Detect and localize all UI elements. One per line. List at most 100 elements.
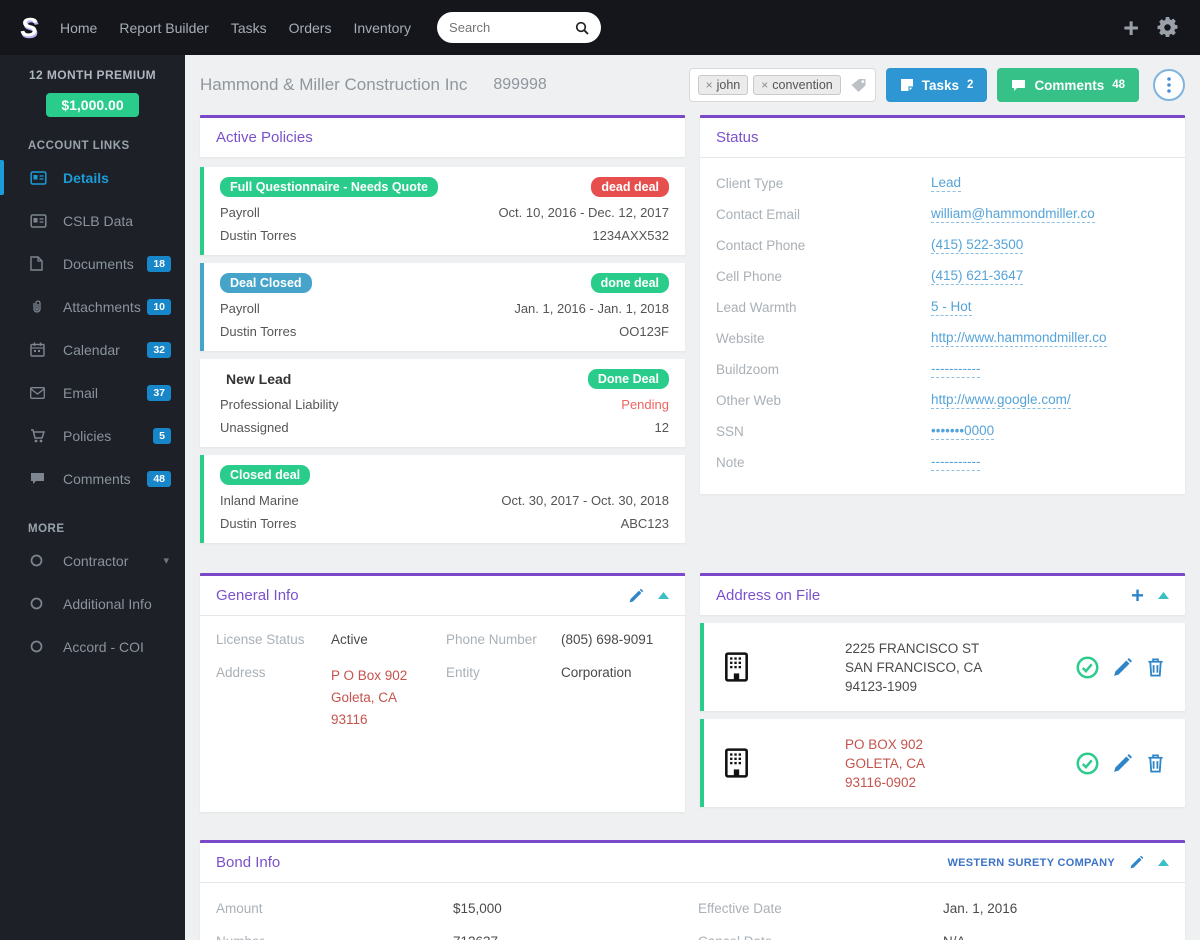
tasks-count: 2: [967, 79, 974, 91]
add-address-icon[interactable]: +: [1131, 582, 1144, 608]
comments-button[interactable]: Comments 48: [997, 68, 1139, 102]
address-text: PO BOX 902 GOLETA, CA 93116-0902: [845, 735, 925, 792]
sidebar-item-calendar[interactable]: Calendar 32: [0, 328, 185, 371]
deal-status-badge: done deal: [590, 273, 669, 293]
field-value[interactable]: 5 - Hot: [931, 299, 972, 316]
nav-item-home[interactable]: Home: [60, 19, 98, 36]
comments-button-label: Comments: [1034, 77, 1105, 93]
search-box[interactable]: [437, 12, 602, 43]
policy-number: 1234AXX532: [592, 228, 669, 243]
sidebar-item-comments[interactable]: Comments 48: [0, 457, 185, 500]
address-line: 2225 FRANCISCO ST: [845, 640, 980, 656]
tags-container[interactable]: × john × convention: [688, 68, 876, 102]
policy-card[interactable]: Closed deal Inland Marine Oct. 30, 2017 -…: [200, 455, 685, 543]
status-field-ssn: SSN •••••••0000: [716, 416, 1169, 447]
deal-status-badge: Done Deal: [587, 369, 669, 389]
field-value[interactable]: (415) 522-3500: [931, 237, 1024, 254]
brand-logo[interactable]: S: [20, 12, 38, 42]
policy-card[interactable]: New Lead Done Deal Professional Liabilit…: [200, 359, 685, 447]
premium-amount-badge[interactable]: $1,000.00: [46, 93, 139, 117]
edit-icon[interactable]: [1112, 657, 1133, 678]
address-line: 94123-1909: [845, 678, 918, 694]
field-label: Client Type: [716, 176, 784, 191]
field-value[interactable]: (415) 621-3647: [931, 268, 1024, 285]
verify-check-icon[interactable]: [1076, 656, 1099, 679]
field-value: Jan. 1, 2016: [943, 901, 1018, 916]
sidebar-item-attachments[interactable]: Attachments 10: [0, 285, 185, 328]
status-card: Status Client Type Lead Contact Email will…: [700, 115, 1185, 494]
edit-icon[interactable]: [1129, 855, 1144, 870]
nav-item-report-builder[interactable]: Report Builder: [119, 19, 209, 36]
sidebar-item-accord-coi[interactable]: Accord - COI: [0, 625, 185, 668]
count-badge: 32: [147, 341, 171, 358]
sidebar-item-documents[interactable]: Documents 18: [0, 242, 185, 285]
verify-check-icon[interactable]: [1076, 752, 1099, 775]
account-number: 899998: [493, 76, 547, 93]
status-title: Status: [716, 129, 759, 146]
field-value[interactable]: Lead: [931, 175, 962, 192]
circle-icon: [30, 640, 48, 653]
nav-item-orders[interactable]: Orders: [288, 19, 332, 36]
sidebar-item-policies[interactable]: Policies 5: [0, 414, 185, 457]
field-value: N/A: [943, 934, 1169, 940]
policy-dates: Jan. 1, 2016 - Jan. 1, 2018: [514, 301, 669, 316]
delete-trash-icon[interactable]: [1146, 752, 1165, 774]
tag-chip-convention[interactable]: × convention: [753, 75, 841, 95]
sidebar-item-details[interactable]: Details: [0, 156, 185, 199]
address-line: 93116: [331, 712, 368, 727]
sidebar-item-label: Contractor: [63, 552, 129, 569]
calendar-icon: [30, 342, 48, 357]
remove-tag-icon[interactable]: ×: [705, 78, 713, 92]
field-label: Phone Number: [446, 632, 537, 647]
field-value: Active: [331, 632, 368, 647]
collapse-icon[interactable]: [1158, 592, 1169, 599]
field-label: Amount: [216, 901, 263, 916]
search-input[interactable]: [449, 20, 576, 35]
nav-item-inventory[interactable]: Inventory: [353, 19, 412, 36]
sidebar-item-label: Policies: [63, 427, 112, 444]
policy-card[interactable]: Deal Closed done deal Payroll Jan. 1, 201…: [200, 263, 685, 351]
field-label: License Status: [216, 632, 305, 647]
sidebar-item-cslb-data[interactable]: CSLB Data: [0, 199, 185, 242]
field-value[interactable]: http://www.hammondmiller.co: [931, 330, 1107, 347]
field-value[interactable]: william@hammondmiller.co: [931, 206, 1095, 223]
nav-links: Home Report Builder Tasks Orders Invento…: [60, 20, 411, 36]
field-value[interactable]: http://www.google.com/: [931, 392, 1071, 409]
address-entry: PO BOX 902 GOLETA, CA 93116-0902: [700, 719, 1185, 807]
policy-type: Inland Marine: [220, 493, 299, 508]
gear-icon[interactable]: [1157, 17, 1178, 38]
field-value[interactable]: -----------: [931, 454, 981, 471]
add-icon[interactable]: +: [1123, 12, 1139, 43]
sidebar-item-label: Accord - COI: [63, 638, 144, 655]
address-text: 2225 FRANCISCO ST SAN FRANCISCO, CA 9412…: [845, 639, 982, 696]
delete-trash-icon[interactable]: [1146, 656, 1165, 678]
policy-card[interactable]: Full Questionnaire - Needs Quote dead de…: [200, 167, 685, 255]
tag-icon[interactable]: [850, 78, 867, 93]
policy-agent: Dustin Torres: [220, 324, 297, 339]
deal-status-badge: dead deal: [591, 177, 669, 197]
tasks-button[interactable]: Tasks 2: [885, 68, 988, 102]
comments-count: 48: [1112, 79, 1125, 91]
field-label: Contact Email: [716, 207, 801, 222]
sidebar-item-email[interactable]: Email 37: [0, 371, 185, 414]
address-line: SAN FRANCISCO, CA: [845, 659, 983, 675]
policy-type: Payroll: [220, 301, 260, 316]
page-header: Hammond & Miller Construction Inc 899998…: [185, 55, 1200, 115]
tag-chip-john[interactable]: × john: [697, 75, 749, 95]
edit-icon[interactable]: [628, 588, 644, 604]
field-value[interactable]: -----------: [931, 361, 981, 378]
sidebar: 12 MONTH PREMIUM $1,000.00 ACCOUNT LINKS…: [0, 55, 185, 940]
remove-tag-icon[interactable]: ×: [761, 78, 769, 92]
collapse-icon[interactable]: [1158, 859, 1169, 866]
collapse-icon[interactable]: [658, 592, 669, 599]
more-actions-button[interactable]: [1153, 69, 1185, 101]
surety-company-link[interactable]: WESTERN SURETY COMPANY: [947, 856, 1115, 869]
tasks-button-label: Tasks: [921, 77, 960, 93]
nav-item-tasks[interactable]: Tasks: [230, 19, 267, 36]
search-icon[interactable]: [575, 21, 589, 35]
sidebar-item-contractor[interactable]: Contractor ▾: [0, 539, 185, 582]
field-label: Effective Date: [698, 901, 782, 916]
edit-icon[interactable]: [1112, 753, 1133, 774]
sidebar-item-additional-info[interactable]: Additional Info: [0, 582, 185, 625]
field-value[interactable]: •••••••0000: [931, 423, 995, 440]
